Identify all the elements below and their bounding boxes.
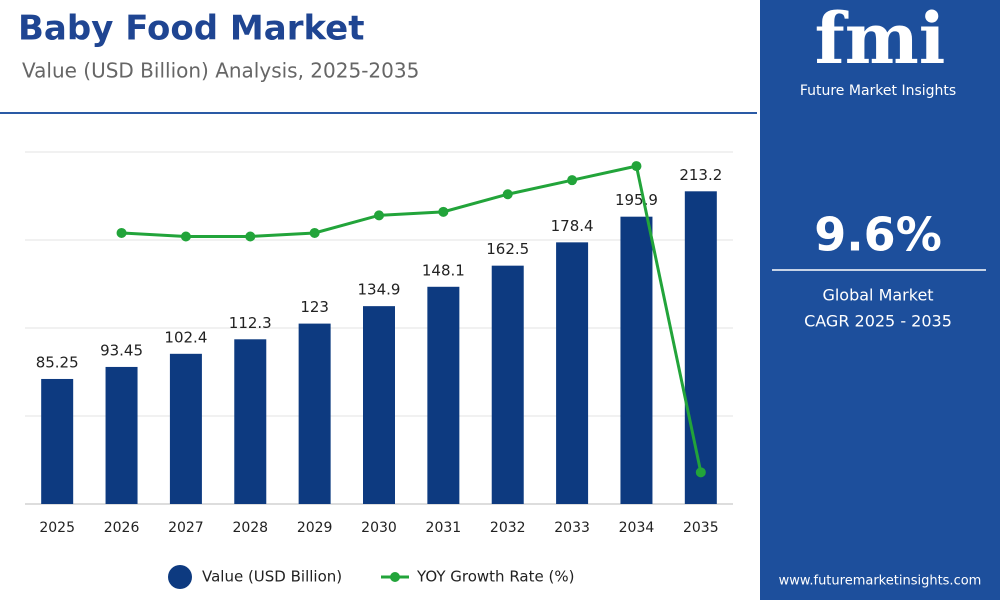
data-label: 148.1 bbox=[422, 261, 465, 279]
bar bbox=[427, 286, 460, 504]
x-tick-label: 2027 bbox=[168, 520, 204, 536]
cagr-label: Global Market bbox=[822, 286, 933, 305]
x-tick-label: 2035 bbox=[683, 520, 719, 536]
bar bbox=[234, 339, 267, 504]
x-tick-label: 2026 bbox=[104, 520, 140, 536]
x-tick-label: 2028 bbox=[232, 520, 268, 536]
line-point bbox=[502, 189, 513, 200]
bar bbox=[105, 366, 138, 504]
bar bbox=[363, 306, 395, 504]
bar bbox=[620, 216, 653, 504]
x-tick-label: 2030 bbox=[361, 520, 397, 536]
x-tick-label: 2034 bbox=[619, 520, 655, 536]
data-label: 112.3 bbox=[229, 314, 272, 332]
x-tick-label: 2025 bbox=[39, 520, 75, 536]
cagr-label: CAGR 2025 - 2035 bbox=[804, 312, 952, 331]
line bbox=[121, 164, 703, 473]
legend-swatch bbox=[390, 572, 400, 582]
line-point bbox=[695, 467, 706, 478]
bar bbox=[41, 378, 74, 504]
legend-label: Value (USD Billion) bbox=[202, 568, 342, 586]
data-label: 178.4 bbox=[551, 217, 594, 235]
line-point bbox=[631, 161, 642, 172]
chart-title: Baby Food Market bbox=[18, 9, 365, 49]
data-label: 102.4 bbox=[164, 328, 207, 346]
sidebar bbox=[760, 0, 1000, 600]
data-label: 195.9 bbox=[615, 191, 658, 209]
logo: fmi bbox=[815, 0, 946, 80]
line-point bbox=[374, 210, 384, 221]
bar bbox=[491, 265, 524, 504]
x-tick-label: 2029 bbox=[297, 520, 333, 536]
data-label: 93.45 bbox=[100, 341, 143, 359]
chart-subtitle: Value (USD Billion) Analysis, 2025-2035 bbox=[22, 59, 419, 83]
bar bbox=[684, 191, 717, 504]
line-point bbox=[309, 227, 320, 238]
bar bbox=[298, 323, 331, 504]
line-point bbox=[180, 231, 191, 242]
cagr-value: 9.6% bbox=[814, 208, 942, 262]
legend-label: YOY Growth Rate (%) bbox=[416, 568, 574, 586]
line-point bbox=[245, 231, 256, 242]
data-label: 123 bbox=[300, 298, 329, 316]
data-label: 213.2 bbox=[679, 166, 722, 184]
bar bbox=[556, 242, 589, 504]
line-point bbox=[116, 227, 127, 238]
data-label: 134.9 bbox=[358, 281, 401, 299]
line-point bbox=[438, 206, 449, 217]
bar bbox=[169, 353, 202, 504]
brand: Future Market Insights bbox=[800, 83, 956, 99]
legend-swatch bbox=[168, 565, 192, 589]
line-point bbox=[567, 175, 578, 186]
website: www.futuremarketinsights.com bbox=[779, 574, 982, 589]
data-label: 85.25 bbox=[36, 353, 79, 371]
x-tick-label: 2033 bbox=[554, 520, 590, 536]
x-tick-label: 2031 bbox=[426, 520, 462, 536]
x-tick-label: 2032 bbox=[490, 520, 526, 536]
data-label: 162.5 bbox=[486, 240, 529, 258]
